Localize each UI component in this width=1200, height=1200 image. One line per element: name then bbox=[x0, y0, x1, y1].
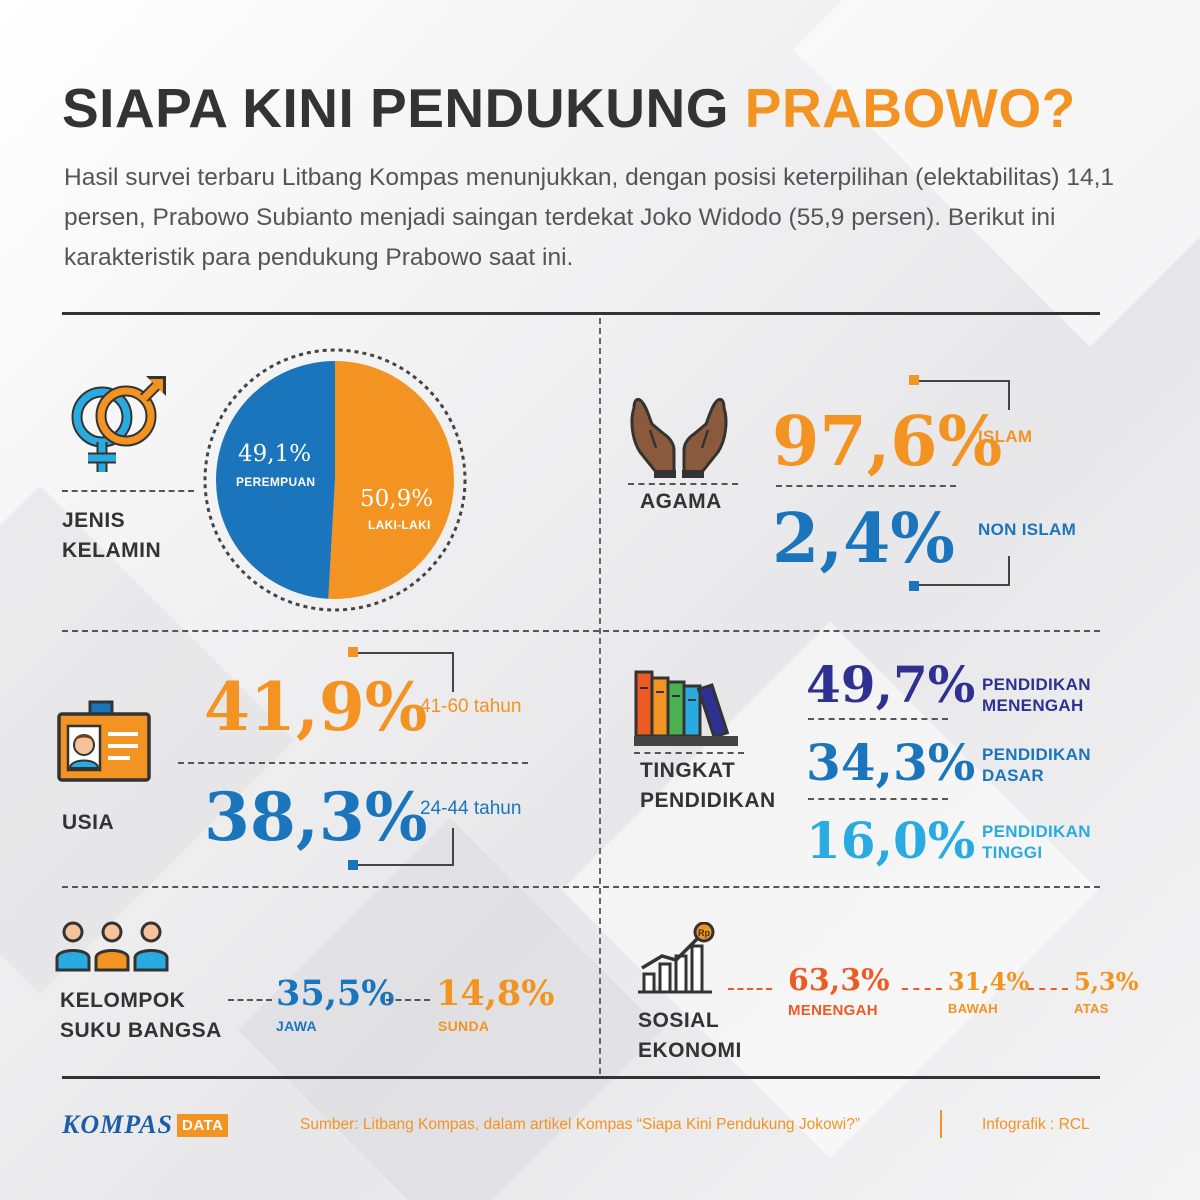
praying-hands-icon bbox=[630, 398, 728, 478]
source-text: Sumber: Litbang Kompas, dalam artikel Ko… bbox=[300, 1116, 861, 1133]
row-divider bbox=[62, 630, 1100, 632]
growth-chart-icon: Rp bbox=[638, 922, 715, 994]
religion-divider bbox=[776, 485, 956, 487]
logo-text: KOMPAS bbox=[62, 1110, 173, 1139]
footer-separator bbox=[940, 1110, 942, 1138]
bottom-divider bbox=[62, 1076, 1100, 1079]
logo-badge: DATA bbox=[177, 1113, 229, 1137]
education-label-line bbox=[634, 752, 744, 754]
age-b-bracket-marker bbox=[348, 860, 358, 870]
credit-text: Infografik : RCL bbox=[982, 1116, 1090, 1133]
age-divider bbox=[178, 762, 528, 764]
non-islam-label: NON ISLAM bbox=[978, 520, 1077, 539]
pie-female-value: 49,1% bbox=[238, 441, 312, 467]
socio-bawah-label: BAWAH bbox=[948, 1001, 998, 1016]
intro-text: Hasil survei terbaru Litbang Kompas menu… bbox=[64, 164, 1115, 271]
books-icon bbox=[634, 670, 738, 746]
jawa-value: 35,5% bbox=[276, 973, 395, 1014]
pie-slice-laki-laki bbox=[328, 361, 454, 599]
age-b-bracket bbox=[356, 828, 454, 866]
socio-atas-label: ATAS bbox=[1074, 1001, 1109, 1016]
socio-label: SOSIAL EKONOMI bbox=[638, 1009, 742, 1062]
gender-symbols-icon bbox=[71, 376, 166, 472]
non-islam-bracket bbox=[914, 556, 1010, 586]
socio-bawah-value: 31,4% bbox=[948, 967, 1030, 996]
socio-connector bbox=[728, 988, 772, 990]
edu-divider bbox=[808, 798, 948, 800]
age-a-bracket-marker bbox=[348, 647, 358, 657]
people-group-icon bbox=[55, 921, 169, 972]
socio-menengah-value: 63,3% bbox=[788, 963, 890, 998]
ethnic-connector bbox=[386, 999, 430, 1001]
islam-value: 97,6% bbox=[772, 402, 1003, 482]
edu-menengah-value: 49,7% bbox=[806, 655, 976, 714]
pie-female-label: PEREMPUAN bbox=[236, 475, 316, 489]
edu-dasar-label: PENDIDIKAN DASAR bbox=[982, 745, 1091, 785]
socio-connector bbox=[1028, 988, 1068, 990]
gender-label-line bbox=[62, 490, 194, 492]
edu-tinggi-label: PENDIDIKAN TINGGI bbox=[982, 822, 1091, 862]
age-label: USIA bbox=[62, 811, 115, 834]
jawa-label: JAWA bbox=[276, 1018, 317, 1034]
age-a-value: 41,9% bbox=[204, 668, 428, 746]
pie-male-value: 50,9% bbox=[360, 486, 434, 512]
top-divider bbox=[62, 312, 1100, 315]
page-title-highlight: PRABOWO? bbox=[744, 77, 1076, 139]
age-a-bracket bbox=[356, 652, 454, 692]
islam-bracket bbox=[914, 380, 1010, 410]
socio-connector bbox=[902, 988, 942, 990]
age-b-label: 24-44 tahun bbox=[420, 798, 522, 819]
row-divider bbox=[62, 886, 1100, 888]
gender-label: JENIS KELAMIN bbox=[62, 509, 162, 562]
islam-bracket-marker bbox=[909, 375, 919, 385]
age-b-value: 38,3% bbox=[204, 778, 428, 856]
non-islam-bracket-marker bbox=[909, 581, 919, 591]
edu-menengah-label: PENDIDIKAN MENENGAH bbox=[982, 675, 1091, 715]
pie-male-label: LAKI-LAKI bbox=[368, 518, 431, 532]
socio-atas-value: 5,3% bbox=[1074, 967, 1139, 996]
age-a-label: 41-60 tahun bbox=[420, 696, 522, 717]
ethnic-connector bbox=[228, 999, 272, 1001]
page-title: SIAPA KINI PENDUKUNG PRABOWO? bbox=[62, 77, 1076, 139]
coin-text: Rp bbox=[698, 928, 710, 938]
education-label: TINGKAT PENDIDIKAN bbox=[640, 759, 776, 812]
pie-slice-perempuan bbox=[215, 361, 335, 599]
sunda-label: SUNDA bbox=[438, 1018, 490, 1034]
id-card-icon bbox=[57, 700, 151, 782]
religion-label-line bbox=[628, 483, 738, 485]
edu-dasar-value: 34,3% bbox=[806, 733, 976, 792]
edu-divider bbox=[808, 718, 948, 720]
kompas-data-logo: KOMPAS DATA bbox=[62, 1110, 229, 1140]
sunda-value: 14,8% bbox=[436, 973, 555, 1014]
islam-label: ISLAM bbox=[978, 427, 1033, 446]
religion-label: AGAMA bbox=[640, 490, 722, 513]
center-divider bbox=[599, 318, 601, 1074]
ethnic-label: KELOMPOK SUKU BANGSA bbox=[60, 989, 222, 1042]
gender-pie-chart bbox=[203, 348, 467, 612]
edu-tinggi-value: 16,0% bbox=[806, 811, 976, 870]
socio-menengah-label: MENENGAH bbox=[788, 1002, 878, 1019]
non-islam-value: 2,4% bbox=[772, 499, 955, 579]
